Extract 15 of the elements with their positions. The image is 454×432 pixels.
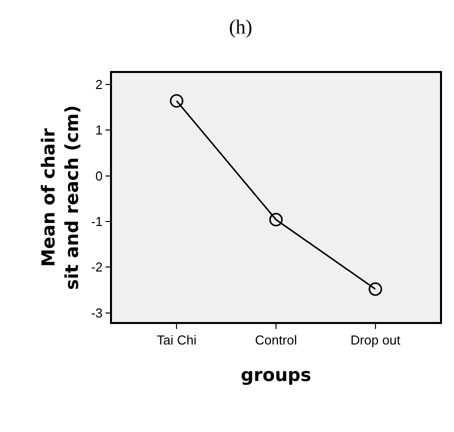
y-tick-label: -1 bbox=[91, 214, 103, 230]
y-axis-title: Mean of chair sit and reach (cm) bbox=[38, 105, 83, 290]
y-tick-label: -3 bbox=[91, 305, 103, 320]
point bbox=[368, 282, 382, 296]
point bbox=[269, 212, 283, 226]
x-axis-title: groups bbox=[240, 364, 312, 386]
y-tick-label: -2 bbox=[91, 260, 103, 275]
x-tick-label: Drop out bbox=[350, 332, 401, 348]
y-tick-label: 1 bbox=[95, 122, 103, 138]
y-tick-label: 0 bbox=[95, 168, 103, 184]
y-tick-label: 2 bbox=[95, 76, 103, 92]
x-tick-label: Tai Chi bbox=[156, 332, 197, 348]
chart-title: (h) bbox=[228, 16, 252, 38]
point bbox=[170, 94, 184, 108]
x-tick-label: Control bbox=[255, 332, 298, 348]
